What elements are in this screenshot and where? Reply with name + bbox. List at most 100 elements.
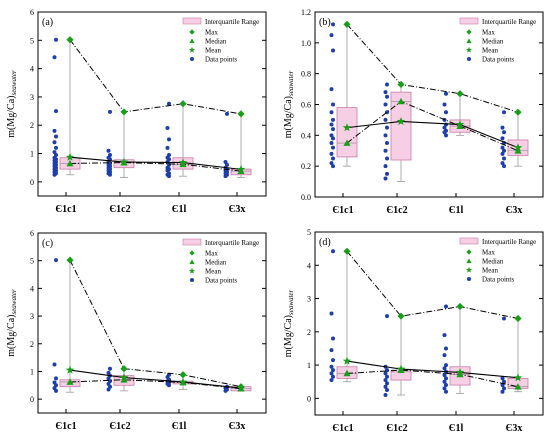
legend-points-label: Data points bbox=[482, 56, 514, 64]
chart-panel: 0 1 2 3 4 5 6 Є1c1 Є1c2 Є1l Є3x (a) m(Mg/Ca)seawater… bbox=[6, 8, 267, 215]
data-point bbox=[167, 383, 171, 388]
mean-marker bbox=[342, 123, 352, 132]
mean-marker bbox=[513, 373, 523, 382]
iqr-box bbox=[390, 371, 412, 381]
data-point bbox=[329, 311, 334, 316]
data-point bbox=[329, 348, 334, 353]
chart-panel: 0.0 0.2 0.4 0.6 0.8 1.0 1.2 Є1c1 Є1c2 Є1l Є3x (b) m(… bbox=[283, 8, 544, 216]
max-marker bbox=[120, 365, 128, 373]
data-point bbox=[444, 363, 448, 368]
data-point bbox=[502, 379, 506, 384]
max-marker bbox=[397, 80, 405, 89]
data-point bbox=[383, 102, 388, 107]
y-tick-label: 0 bbox=[307, 394, 311, 403]
data-point bbox=[108, 109, 112, 114]
data-point bbox=[502, 110, 506, 115]
data-point bbox=[383, 371, 388, 376]
x-tick-label: Є1c2 bbox=[386, 423, 407, 434]
x-tick-label: Є1c2 bbox=[386, 205, 407, 216]
y-tick-label: 4 bbox=[30, 65, 34, 74]
data-point bbox=[385, 82, 389, 87]
data-point bbox=[385, 141, 389, 146]
data-point bbox=[329, 87, 334, 92]
plot-frame bbox=[37, 232, 267, 414]
panel-label: (a) bbox=[42, 17, 53, 28]
median-marker bbox=[514, 147, 522, 154]
data-point bbox=[331, 368, 335, 373]
max-marker bbox=[66, 256, 74, 264]
legend-mean-label: Mean bbox=[482, 267, 498, 275]
legend-max-swatch bbox=[189, 29, 195, 35]
data-point bbox=[502, 156, 506, 161]
y-axis-title-sub: seawater bbox=[10, 289, 18, 315]
data-point bbox=[329, 371, 334, 376]
legend-max-swatch bbox=[466, 249, 472, 255]
legend-iqr-swatch bbox=[459, 237, 479, 245]
legend-points-swatch bbox=[190, 57, 194, 61]
data-point bbox=[331, 127, 335, 132]
y-tick-label: 0.8 bbox=[301, 70, 311, 79]
panel-label: (b) bbox=[319, 17, 331, 28]
data-point bbox=[502, 316, 506, 321]
y-tick-label: 1 bbox=[30, 367, 34, 376]
data-point bbox=[383, 133, 388, 138]
legend-median-label: Median bbox=[482, 38, 504, 46]
data-point bbox=[444, 110, 448, 115]
data-point bbox=[331, 358, 335, 363]
data-point bbox=[52, 55, 57, 60]
legend-points-swatch bbox=[190, 278, 194, 282]
data-point bbox=[385, 94, 389, 99]
data-point bbox=[385, 314, 389, 319]
data-point bbox=[383, 176, 388, 181]
plot-frame bbox=[314, 11, 544, 198]
max-line bbox=[346, 250, 519, 319]
median-marker bbox=[343, 139, 351, 146]
data-point bbox=[223, 388, 228, 393]
data-point bbox=[442, 366, 447, 371]
data-point bbox=[54, 37, 58, 42]
median-marker bbox=[66, 159, 74, 167]
data-point bbox=[165, 145, 170, 150]
max-marker bbox=[343, 20, 351, 28]
legend-iqr-label: Interquartile Range bbox=[205, 239, 259, 247]
x-tick-label: Є3x bbox=[229, 204, 246, 215]
legend-mean-label: Mean bbox=[205, 47, 221, 55]
data-point bbox=[383, 384, 388, 389]
data-point bbox=[54, 145, 58, 150]
y-tick-label: 0.6 bbox=[301, 101, 311, 110]
y-tick-label: 1 bbox=[307, 361, 311, 370]
max-marker bbox=[237, 110, 245, 118]
x-tick-label: Є1l bbox=[449, 205, 464, 216]
y-tick-label: 5 bbox=[30, 257, 34, 266]
data-point bbox=[54, 109, 58, 114]
y-axis-title: m(Mg/Ca)seawater bbox=[6, 289, 18, 357]
chart-panel: 0 1 2 3 4 5 6 Є1c1 Є1c2 Є1l Є3x (c) m(Mg/Ca)seawater… bbox=[6, 229, 267, 432]
data-point bbox=[331, 48, 335, 53]
legend-mean-swatch bbox=[465, 266, 473, 273]
data-point bbox=[385, 171, 389, 176]
legend-iqr-swatch bbox=[182, 238, 202, 246]
median-marker bbox=[397, 97, 405, 105]
data-point bbox=[331, 374, 335, 379]
data-point bbox=[331, 156, 335, 161]
data-point bbox=[383, 393, 388, 398]
data-point bbox=[329, 151, 334, 156]
data-point bbox=[385, 381, 389, 386]
data-point bbox=[385, 388, 389, 393]
data-point bbox=[167, 137, 171, 142]
data-point bbox=[500, 389, 505, 394]
data-point bbox=[331, 336, 335, 341]
plot-frame bbox=[314, 231, 544, 416]
data-point bbox=[329, 133, 334, 138]
y-tick-label: 2 bbox=[30, 340, 34, 349]
x-tick-label: Є1c1 bbox=[55, 204, 76, 215]
data-point bbox=[225, 111, 229, 116]
y-tick-label: 4 bbox=[307, 261, 311, 270]
max-marker bbox=[179, 371, 187, 379]
mean-line bbox=[69, 156, 242, 170]
max-marker bbox=[179, 100, 187, 108]
max-marker bbox=[397, 312, 405, 320]
